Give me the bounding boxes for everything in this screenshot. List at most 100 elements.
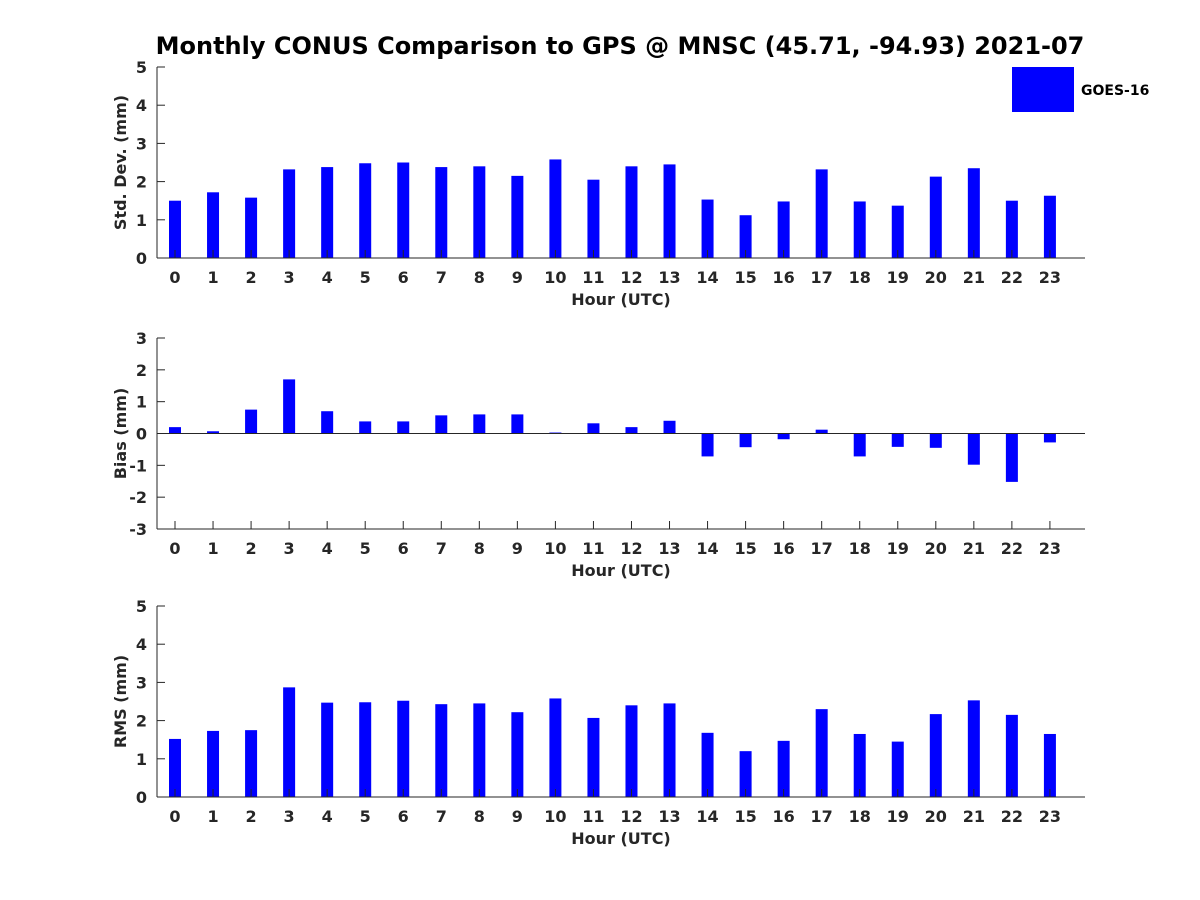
std-bar-6 — [397, 162, 410, 258]
bias-bar-12 — [625, 427, 638, 434]
rms-bar-16 — [777, 740, 790, 797]
bias-bar-16 — [777, 433, 790, 440]
bias-ytick-label: 0 — [136, 425, 147, 444]
rms-xtick-label: 9 — [512, 807, 523, 826]
bias-bar-18 — [853, 433, 866, 457]
std-xtick-label: 23 — [1039, 268, 1061, 287]
std-bar-23 — [1043, 195, 1056, 258]
bias-x-label: Hour (UTC) — [571, 561, 671, 580]
std-xtick-label: 4 — [322, 268, 333, 287]
rms-bar-9 — [511, 712, 524, 797]
chart-title: Monthly CONUS Comparison to GPS @ MNSC (… — [156, 32, 1085, 60]
rms-bar-11 — [587, 717, 600, 797]
rms-xtick-label: 14 — [696, 807, 718, 826]
bias-ytick-label: -2 — [129, 488, 147, 507]
bias-xtick-label: 1 — [207, 539, 218, 558]
std-bar-20 — [929, 176, 942, 258]
std-xtick-label: 7 — [436, 268, 447, 287]
rms-xtick-label: 5 — [360, 807, 371, 826]
rms-xtick-label: 6 — [398, 807, 409, 826]
bias-xtick-label: 23 — [1039, 539, 1061, 558]
bias-ytick-label: 1 — [136, 393, 147, 412]
bias-xtick-label: 21 — [963, 539, 985, 558]
rms-bar-1 — [207, 730, 220, 797]
std-bar-2 — [245, 197, 258, 258]
legend-swatch — [1012, 67, 1074, 112]
bias-xtick-label: 7 — [436, 539, 447, 558]
rms-x-label: Hour (UTC) — [571, 829, 671, 848]
rms-xtick-label: 3 — [284, 807, 295, 826]
std-xtick-label: 6 — [398, 268, 409, 287]
bias-xtick-label: 12 — [620, 539, 642, 558]
rms-bar-22 — [1005, 714, 1018, 797]
std-xtick-label: 14 — [696, 268, 718, 287]
bias-bar-4 — [321, 411, 334, 434]
rms-bar-8 — [473, 703, 486, 797]
std-bar-10 — [549, 159, 562, 258]
std-bar-11 — [587, 179, 600, 258]
rms-xtick-label: 19 — [887, 807, 909, 826]
rms-bar-19 — [891, 741, 904, 797]
rms-bar-3 — [283, 687, 296, 797]
std-xtick-label: 11 — [582, 268, 604, 287]
bias-xtick-label: 8 — [474, 539, 485, 558]
legend: GOES-16 — [1012, 67, 1149, 112]
bias-xtick-label: 4 — [322, 539, 333, 558]
bias-bar-1 — [207, 431, 220, 434]
bias-bar-9 — [511, 414, 524, 434]
bias-bar-22 — [1005, 433, 1018, 482]
bias-xtick-label: 3 — [284, 539, 295, 558]
rms-xtick-label: 7 — [436, 807, 447, 826]
bias-bar-15 — [739, 433, 752, 448]
rms-xtick-label: 21 — [963, 807, 985, 826]
rms-bar-23 — [1043, 733, 1056, 797]
rms-bar-0 — [169, 738, 181, 797]
std-xtick-label: 15 — [734, 268, 756, 287]
rms-bar-12 — [625, 705, 638, 797]
bias-bar-7 — [435, 415, 448, 434]
rms-y-label: RMS (mm) — [111, 655, 130, 748]
legend-label: GOES-16 — [1081, 83, 1149, 99]
std-bar-1 — [207, 192, 220, 258]
bias-xtick-label: 22 — [1001, 539, 1023, 558]
std-xtick-label: 22 — [1001, 268, 1023, 287]
std-ytick-label: 2 — [136, 173, 147, 192]
rms-ytick-label: 0 — [136, 788, 147, 807]
std-ytick-label: 0 — [136, 249, 147, 268]
std-bar-16 — [777, 201, 790, 258]
bias-ytick-label: 2 — [136, 361, 147, 380]
bias-bar-21 — [967, 433, 980, 465]
std-xtick-label: 0 — [169, 268, 180, 287]
std-bar-18 — [853, 201, 866, 258]
bias-xtick-label: 17 — [811, 539, 833, 558]
rms-ytick-label: 2 — [136, 712, 147, 731]
rms-ytick-label: 5 — [136, 597, 147, 616]
rms-bar-14 — [701, 732, 714, 797]
rms-bar-10 — [549, 698, 562, 797]
std-xtick-label: 9 — [512, 268, 523, 287]
bias-bar-6 — [397, 421, 410, 434]
std-xtick-label: 12 — [620, 268, 642, 287]
std-xtick-label: 3 — [284, 268, 295, 287]
std-bar-19 — [891, 205, 904, 258]
rms-xtick-label: 1 — [207, 807, 218, 826]
bias-xtick-label: 19 — [887, 539, 909, 558]
rms-xtick-label: 12 — [620, 807, 642, 826]
rms-xtick-label: 17 — [811, 807, 833, 826]
rms-ytick-label: 4 — [136, 635, 147, 654]
std-xtick-label: 5 — [360, 268, 371, 287]
bias-bar-13 — [663, 420, 676, 434]
bias-xtick-label: 20 — [925, 539, 947, 558]
std-bar-5 — [359, 163, 372, 258]
bias-xtick-label: 14 — [696, 539, 718, 558]
rms-bar-15 — [739, 751, 752, 797]
std-xtick-label: 18 — [849, 268, 871, 287]
bias-bar-8 — [473, 414, 486, 434]
bias-bar-2 — [245, 409, 258, 434]
rms-bar-20 — [929, 714, 942, 797]
std-bar-17 — [815, 169, 828, 258]
rms-xtick-label: 22 — [1001, 807, 1023, 826]
std-bar-0 — [169, 200, 181, 258]
